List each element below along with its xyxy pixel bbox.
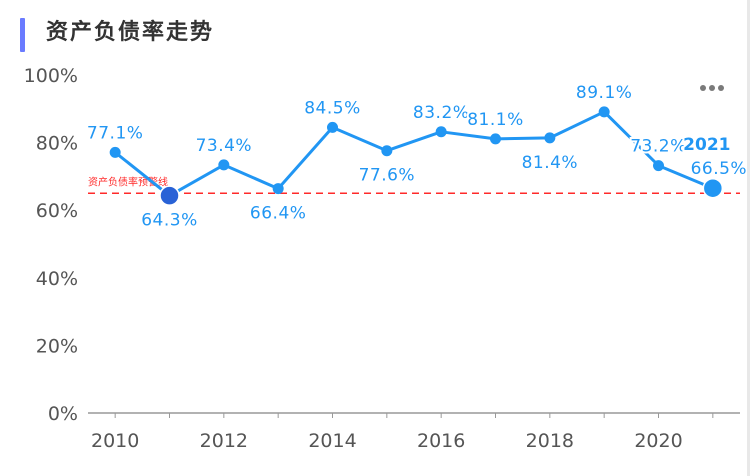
y-tick-label: 60% — [36, 200, 78, 222]
more-dots-icon[interactable] — [694, 78, 730, 98]
data-label: 81.1% — [467, 110, 524, 130]
data-label: 77.6% — [359, 166, 416, 186]
y-tick-label: 0% — [48, 403, 78, 425]
data-point[interactable] — [435, 126, 447, 138]
data-label: 83.2% — [413, 103, 470, 123]
more-dot — [700, 85, 706, 91]
highlight-year-label: 2021 — [683, 135, 730, 155]
more-dot — [709, 85, 715, 91]
title-accent-bar — [20, 18, 25, 52]
highlight-point[interactable] — [159, 185, 180, 206]
data-point[interactable] — [218, 159, 230, 171]
data-label: 66.4% — [250, 204, 307, 224]
y-tick-label: 100% — [24, 65, 78, 87]
data-point[interactable] — [490, 133, 501, 145]
data-point[interactable] — [598, 106, 610, 118]
page-title: 资产负债率走势 — [46, 20, 215, 45]
data-label: 84.5% — [304, 98, 361, 118]
series-line — [114, 110, 714, 198]
x-tick-label: 2010 — [91, 430, 139, 452]
data-label: 73.4% — [196, 136, 253, 156]
data-point[interactable] — [327, 121, 338, 133]
y-tick-label: 20% — [36, 335, 78, 357]
x-tick-label: 2012 — [200, 430, 248, 452]
data-label: 77.1% — [87, 123, 144, 143]
x-tick-label: 2014 — [308, 430, 356, 452]
data-point[interactable] — [109, 146, 121, 158]
data-label: 73.2% — [630, 137, 687, 157]
data-point[interactable] — [381, 145, 393, 157]
data-label: 66.5% — [691, 159, 748, 179]
x-tick-label: 2016 — [417, 430, 465, 452]
data-point[interactable] — [272, 183, 284, 195]
highlight-point[interactable] — [702, 177, 724, 199]
data-label: 89.1% — [576, 83, 633, 103]
panel-edge — [747, 0, 750, 476]
data-label: 81.4% — [522, 153, 579, 173]
data-label: 64.3% — [141, 211, 198, 231]
y-tick-label: 40% — [36, 268, 78, 290]
x-tick-label: 2018 — [526, 430, 574, 452]
data-point[interactable] — [653, 160, 664, 172]
more-dot — [718, 85, 724, 91]
data-point[interactable] — [544, 132, 556, 144]
x-tick-label: 2020 — [634, 430, 682, 452]
y-tick-label: 80% — [36, 133, 78, 155]
